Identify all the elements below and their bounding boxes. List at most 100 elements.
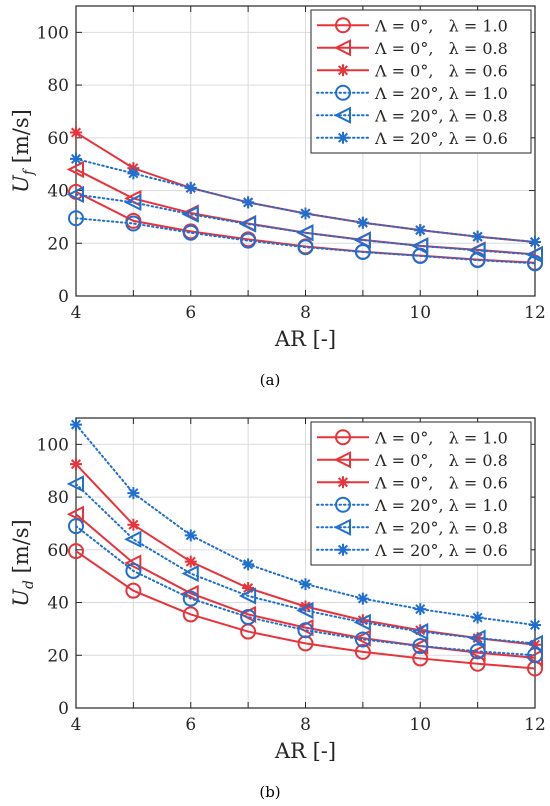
y-axis-label-subscript: d bbox=[21, 580, 37, 589]
data-point bbox=[529, 638, 541, 651]
legend-box bbox=[310, 421, 532, 566]
data-point bbox=[354, 243, 371, 260]
data-point bbox=[70, 418, 82, 431]
legend-marker bbox=[335, 429, 351, 446]
series-5 bbox=[66, 185, 543, 264]
legend-label: Λ = 0°, λ = 0.8 bbox=[374, 39, 508, 58]
plot-area-a: 4 6 8 10 12 0 20 40 60 80 100 AR [-] Uf [m/s] Λ = 0°,… bbox=[9, 5, 546, 351]
data-point bbox=[127, 167, 140, 180]
legend-marker bbox=[333, 451, 351, 469]
data-point bbox=[414, 624, 427, 637]
data-point bbox=[240, 232, 257, 249]
series-line bbox=[75, 482, 536, 645]
data-point bbox=[299, 578, 312, 591]
y-tick-label: 100 bbox=[37, 23, 69, 43]
data-point bbox=[181, 205, 199, 223]
data-point bbox=[529, 618, 541, 631]
legend-box bbox=[310, 9, 532, 154]
legend-marker bbox=[337, 476, 349, 489]
legend-label: Λ = 20°, λ = 0.8 bbox=[374, 518, 508, 537]
data-point bbox=[182, 590, 199, 607]
data-point bbox=[529, 235, 541, 248]
legend-label: Λ = 0°, λ = 1.0 bbox=[374, 428, 508, 447]
data-point bbox=[125, 582, 142, 599]
chart-panel-b: 4 6 8 10 12 0 20 40 60 80 100 AR [-] Ud [m/s] Λ = 0°,… bbox=[9, 417, 546, 801]
data-point bbox=[240, 609, 257, 626]
data-point bbox=[356, 592, 369, 605]
data-point bbox=[182, 224, 199, 241]
data-point bbox=[66, 185, 84, 204]
data-point bbox=[70, 152, 82, 165]
series-6 bbox=[70, 152, 541, 248]
data-point bbox=[125, 562, 142, 579]
x-tick-label: 10 bbox=[409, 715, 431, 735]
data-point bbox=[296, 601, 314, 620]
data-point bbox=[468, 241, 486, 260]
series-line bbox=[75, 217, 536, 265]
caption-b: (b) bbox=[259, 783, 280, 801]
legend-marker bbox=[335, 84, 351, 101]
legend-marker bbox=[333, 106, 351, 124]
legend-label: Λ = 0°, λ = 0.8 bbox=[374, 451, 508, 470]
legend: Λ = 0°, λ = 1.0 Λ = 0°, λ = 0.8 Λ = 0°, λ … bbox=[310, 9, 532, 154]
data-point bbox=[68, 210, 84, 227]
data-point bbox=[68, 518, 84, 535]
series-line bbox=[75, 550, 536, 670]
data-point bbox=[471, 611, 484, 624]
data-point bbox=[68, 543, 84, 560]
chart-panel-a: 4 6 8 10 12 0 20 40 60 80 100 AR [-] Uf [m/s] Λ = 0°,… bbox=[9, 5, 546, 389]
legend-marker bbox=[337, 543, 349, 556]
legend-label: Λ = 0°, λ = 0.6 bbox=[374, 473, 508, 492]
x-tick-label: 10 bbox=[409, 303, 431, 323]
series-line bbox=[75, 193, 536, 256]
tick-marks bbox=[75, 418, 536, 709]
data-point bbox=[242, 558, 255, 571]
legend-marker bbox=[337, 64, 349, 77]
data-point bbox=[527, 255, 543, 272]
data-point bbox=[411, 622, 429, 641]
data-point bbox=[296, 224, 314, 242]
y-tick-label: 20 bbox=[47, 234, 69, 254]
y-axis-label: Ud [m/s] bbox=[9, 519, 37, 607]
data-point bbox=[124, 554, 142, 572]
data-point bbox=[525, 245, 543, 264]
data-point bbox=[66, 160, 84, 179]
legend-marker bbox=[335, 496, 351, 513]
data-point bbox=[184, 529, 197, 542]
data-point bbox=[242, 582, 255, 595]
y-axis-label-symbol: U bbox=[9, 588, 33, 607]
x-axis-label: AR [-] bbox=[274, 327, 336, 351]
x-tick-label: 6 bbox=[185, 303, 196, 323]
y-tick-label: 0 bbox=[58, 287, 69, 307]
y-tick-label: 80 bbox=[47, 76, 69, 96]
data-point bbox=[238, 587, 257, 605]
data-point bbox=[70, 458, 82, 471]
legend-marker bbox=[335, 17, 351, 34]
data-point bbox=[527, 647, 543, 664]
data-point bbox=[66, 505, 84, 523]
data-point bbox=[525, 634, 543, 653]
legend: Λ = 0°, λ = 1.0 Λ = 0°, λ = 0.8 Λ = 0°, λ … bbox=[310, 421, 532, 566]
x-tick-label: 4 bbox=[71, 303, 82, 323]
data-point bbox=[412, 638, 429, 655]
series-6 bbox=[70, 418, 541, 631]
data-point bbox=[127, 518, 140, 531]
x-axis-label: AR [-] bbox=[274, 739, 336, 763]
data-point bbox=[70, 126, 82, 139]
legend-label: Λ = 20°, λ = 1.0 bbox=[374, 496, 508, 515]
y-tick-label: 0 bbox=[58, 699, 69, 719]
series-4 bbox=[68, 210, 543, 272]
y-tick-label: 60 bbox=[47, 541, 69, 561]
data-point bbox=[184, 181, 197, 194]
y-tick-label: 20 bbox=[47, 646, 69, 666]
data-point bbox=[66, 475, 84, 493]
legend-marker bbox=[333, 518, 351, 536]
data-point bbox=[238, 215, 257, 233]
data-point bbox=[124, 193, 142, 212]
data-point bbox=[353, 231, 371, 249]
data-point bbox=[414, 224, 427, 237]
legend-label: Λ = 20°, λ = 0.6 bbox=[374, 129, 508, 148]
x-tick-label: 6 bbox=[185, 715, 196, 735]
data-point bbox=[181, 564, 199, 583]
x-tick-label: 4 bbox=[71, 715, 82, 735]
